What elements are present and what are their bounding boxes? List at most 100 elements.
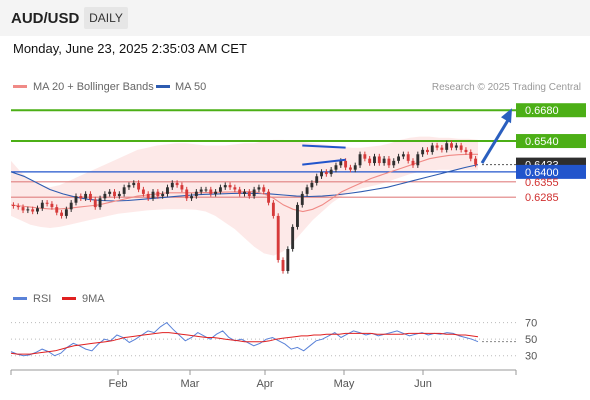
candle-body — [286, 248, 290, 271]
candle-body — [117, 193, 121, 197]
candle-body — [271, 202, 275, 216]
candle-body — [113, 191, 116, 197]
candle-body — [214, 191, 218, 194]
candle-body — [247, 191, 251, 197]
candle-body — [141, 189, 145, 194]
projection-arrow — [480, 108, 512, 164]
support-label: 0.6285 — [525, 192, 559, 204]
pivot-label: 0.6400 — [525, 167, 559, 179]
period-tab-daily[interactable]: DAILY — [84, 7, 128, 29]
projection-arrow-head — [501, 108, 512, 124]
candle-body — [373, 156, 376, 164]
candle-body — [175, 182, 179, 186]
resistance-tag — [516, 103, 586, 118]
candle-body — [401, 154, 405, 157]
pattern-upper-line — [302, 144, 346, 149]
ma50-legend-label: MA 50 — [175, 81, 206, 93]
candle-body — [329, 169, 333, 175]
candle-body — [440, 147, 444, 150]
x-axis: Feb Mar Apr May Jun — [10, 369, 517, 390]
candle-body — [368, 158, 372, 164]
candle-body — [382, 158, 386, 164]
candle-body — [156, 191, 160, 197]
candle-body — [170, 182, 174, 188]
triangle-pattern — [302, 144, 346, 166]
candle-body — [31, 209, 35, 212]
candle-body — [204, 189, 208, 191]
resistance-tag — [516, 134, 586, 149]
candle-body — [146, 193, 150, 199]
candle-body — [324, 171, 328, 175]
candle-body — [334, 165, 338, 170]
candle-body — [151, 191, 155, 199]
candle-body — [262, 187, 266, 192]
ma20-legend-swatch — [13, 85, 27, 88]
candle-body — [50, 203, 54, 208]
rsi-ma-line — [10, 332, 479, 355]
candle-body — [426, 149, 429, 153]
candle-body — [416, 154, 420, 166]
rsi-ma-legend-label: 9MA — [82, 293, 105, 305]
candle-body — [137, 182, 141, 190]
candle-body — [218, 187, 222, 192]
support-label: 0.6355 — [525, 177, 559, 189]
x-tick-label: Mar — [181, 378, 200, 390]
x-tick-label: Jun — [414, 378, 432, 390]
candle-body — [103, 193, 107, 199]
candle-body — [16, 206, 20, 208]
rsi-line — [10, 321, 479, 357]
candle-body — [79, 196, 83, 199]
candle-body — [421, 149, 425, 155]
candle-body — [69, 202, 73, 210]
candle-body — [21, 207, 25, 211]
rsi-legend-label: RSI — [33, 293, 51, 305]
candle-body — [40, 202, 44, 209]
candle-body — [435, 145, 439, 148]
candles — [11, 140, 478, 274]
candle-body — [161, 193, 165, 197]
rsi-ma-legend-swatch — [62, 297, 76, 300]
candle-body — [132, 182, 136, 186]
symbol-title: AUD/USD — [11, 10, 80, 27]
pivot-tag — [516, 164, 586, 179]
ma50-legend-swatch — [156, 85, 170, 88]
candle-body — [445, 143, 449, 150]
candle-body — [257, 187, 261, 190]
copyright-label: Research © 2025 Trading Central — [432, 82, 581, 93]
candle-body — [300, 193, 304, 205]
candle-body — [252, 189, 256, 197]
candle-body — [358, 154, 362, 166]
candle-body — [296, 204, 299, 227]
legend: MA 20 + Bollinger Bands MA 50 Research ©… — [13, 81, 581, 93]
candle-body — [84, 193, 88, 199]
candle-body — [64, 209, 68, 216]
candle-body — [276, 215, 280, 260]
candle-body — [348, 167, 352, 170]
header-bar: AUD/USD DAILY — [0, 0, 590, 36]
candle-body — [108, 191, 112, 194]
rsi-panel: 70 50 30 — [10, 318, 537, 363]
candle-body — [392, 160, 396, 166]
candle-body — [122, 187, 126, 194]
candle-body — [377, 156, 381, 164]
candle-body — [45, 202, 49, 204]
candle-body — [267, 191, 271, 203]
candle-body — [209, 189, 213, 194]
candle-body — [36, 208, 39, 212]
candle-body — [98, 198, 102, 208]
candle-body — [223, 185, 227, 188]
x-tick-label: Apr — [256, 378, 273, 390]
candle-body — [363, 154, 367, 159]
candle-body — [55, 207, 59, 213]
candle-body — [60, 212, 63, 216]
candle-body — [387, 158, 391, 166]
candle-body — [305, 187, 309, 194]
candle-body — [474, 158, 478, 165]
candle-body — [397, 156, 401, 161]
x-tick-label: May — [334, 378, 355, 390]
resistance-label: 0.6680 — [525, 105, 559, 117]
candle-body — [353, 165, 357, 170]
timestamp: Monday, June 23, 2025 2:35:03 AM CET — [13, 41, 247, 56]
horizontal-levels — [11, 109, 516, 198]
